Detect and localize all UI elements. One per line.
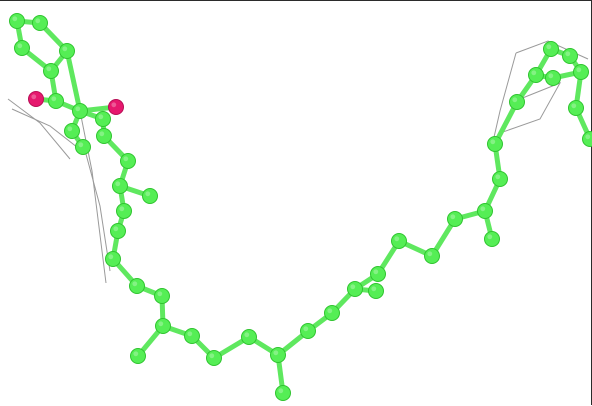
carbon-atom[interactable] xyxy=(242,330,257,345)
carbon-atom[interactable] xyxy=(325,306,340,321)
oxygen-atom[interactable] xyxy=(109,100,124,115)
carbon-atom[interactable] xyxy=(97,129,112,144)
carbon-atom[interactable] xyxy=(369,284,384,299)
carbon-atom[interactable] xyxy=(574,65,589,80)
carbon-atom[interactable] xyxy=(130,279,145,294)
carbon-atom[interactable] xyxy=(583,132,592,147)
carbon-atom[interactable] xyxy=(131,349,146,364)
carbon-atom[interactable] xyxy=(276,386,291,401)
carbon-atom[interactable] xyxy=(392,234,407,249)
carbon-atom[interactable] xyxy=(155,289,170,304)
carbon-atom[interactable] xyxy=(301,324,316,339)
carbon-atom[interactable] xyxy=(493,172,508,187)
carbon-atom[interactable] xyxy=(65,124,80,139)
carbon-atom[interactable] xyxy=(60,44,75,59)
carbon-atom[interactable] xyxy=(106,252,121,267)
carbon-atom[interactable] xyxy=(33,16,48,31)
carbon-atom[interactable] xyxy=(113,179,128,194)
selection-outline-layer xyxy=(8,41,588,283)
bond xyxy=(67,51,80,111)
carbon-atom[interactable] xyxy=(49,94,64,109)
selection-outline xyxy=(8,99,70,159)
carbon-atom[interactable] xyxy=(371,267,386,282)
carbon-atom[interactable] xyxy=(425,249,440,264)
carbon-atom[interactable] xyxy=(544,42,559,57)
carbon-atom[interactable] xyxy=(185,329,200,344)
selection-outline xyxy=(500,83,560,133)
carbon-atom[interactable] xyxy=(271,348,286,363)
carbon-atom[interactable] xyxy=(96,112,111,127)
carbon-atom[interactable] xyxy=(478,204,493,219)
carbon-atom[interactable] xyxy=(111,224,126,239)
carbon-atom[interactable] xyxy=(563,49,578,64)
carbon-atom[interactable] xyxy=(348,282,363,297)
carbon-atom[interactable] xyxy=(10,14,25,29)
carbon-atom[interactable] xyxy=(485,232,500,247)
carbon-atom[interactable] xyxy=(569,101,584,116)
carbon-atom[interactable] xyxy=(121,154,136,169)
carbon-atom[interactable] xyxy=(73,104,88,119)
carbon-atom[interactable] xyxy=(529,68,544,83)
carbon-atom[interactable] xyxy=(117,204,132,219)
carbon-atom[interactable] xyxy=(488,137,503,152)
carbon-atom[interactable] xyxy=(143,189,158,204)
carbon-atom[interactable] xyxy=(207,351,222,366)
carbon-atom[interactable] xyxy=(44,64,59,79)
oxygen-atom[interactable] xyxy=(29,92,44,107)
carbon-atom[interactable] xyxy=(510,95,525,110)
carbon-atom[interactable] xyxy=(76,140,91,155)
carbon-atom[interactable] xyxy=(448,212,463,227)
carbon-atom[interactable] xyxy=(156,319,171,334)
carbon-atom[interactable] xyxy=(546,71,561,86)
carbon-atom[interactable] xyxy=(15,41,30,56)
